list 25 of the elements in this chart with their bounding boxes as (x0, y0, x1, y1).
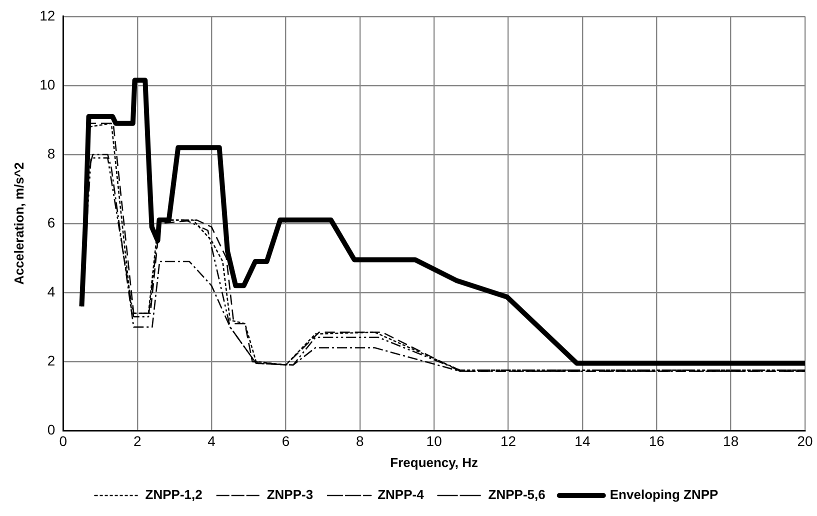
x-tick-label: 20 (797, 432, 813, 449)
y-tick-label: 4 (47, 283, 56, 300)
x-axis-title: Frequency, Hz (390, 454, 479, 470)
x-tick-label: 10 (426, 432, 442, 449)
legend-label: ZNPP-5,6 (488, 487, 546, 502)
x-tick-label: 6 (282, 432, 290, 449)
x-tick-label: 16 (648, 432, 665, 449)
x-tick-label: 18 (723, 432, 739, 449)
legend-label: ZNPP-1,2 (145, 487, 202, 502)
x-tick-label: 2 (133, 432, 142, 449)
legend-label: Enveloping ZNPP (610, 487, 719, 502)
y-tick-label: 0 (47, 421, 56, 438)
legend-label: ZNPP-3 (266, 487, 314, 502)
legend-label: ZNPP-4 (378, 487, 425, 502)
y-tick-label: 10 (40, 76, 56, 92)
x-tick-label: 4 (208, 432, 216, 449)
y-tick-label: 6 (47, 214, 56, 230)
x-tick-label: 14 (574, 432, 590, 449)
x-tick-label: 8 (356, 432, 364, 449)
y-tick-label: 8 (47, 145, 56, 162)
x-tick-label: 12 (500, 432, 516, 449)
y-tick-label: 2 (47, 352, 56, 368)
y-tick-label: 12 (40, 7, 56, 24)
x-tick-label: 0 (59, 432, 68, 449)
y-axis-title: Acceleration, m/s^2 (11, 162, 26, 285)
